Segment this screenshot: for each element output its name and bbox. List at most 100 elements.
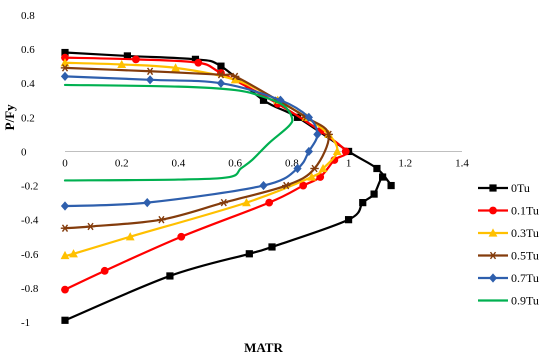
data-point bbox=[387, 181, 395, 190]
data-point bbox=[125, 232, 135, 241]
data-point bbox=[177, 232, 186, 241]
data-point bbox=[217, 62, 225, 70]
legend-marker bbox=[489, 206, 497, 215]
y-axis-title: P/Fy bbox=[2, 104, 17, 130]
data-point bbox=[259, 180, 268, 191]
data-point bbox=[304, 112, 313, 122]
y-tick-label: -0.2 bbox=[21, 181, 38, 193]
data-point bbox=[191, 55, 200, 63]
legend-label: 0.3Tu bbox=[511, 226, 539, 240]
x-tick-label: 1 bbox=[346, 157, 352, 169]
legend: 0Tu 0.1Tu 0.3Tu 0.5Tu 0.7Tu 0.9Tu bbox=[478, 181, 539, 308]
data-point bbox=[123, 52, 131, 60]
data-point bbox=[242, 198, 251, 207]
legend-marker bbox=[488, 273, 498, 283]
data-point bbox=[293, 163, 302, 174]
data-point bbox=[332, 146, 342, 156]
y-tick-labels: -1 -0.8 -0.6 -0.4 -0.2 0 0.2 0.4 0.6 0.8 bbox=[21, 10, 39, 329]
x-tick-label: 0 bbox=[62, 157, 68, 169]
data-point bbox=[373, 164, 381, 173]
y-tick-label: 0.2 bbox=[21, 112, 35, 124]
x-tick-label: 0.4 bbox=[172, 157, 186, 169]
data-point bbox=[166, 272, 174, 280]
data-point bbox=[69, 249, 78, 258]
legend-item: 0.3Tu bbox=[478, 226, 539, 240]
data-point bbox=[299, 181, 308, 190]
series-layer bbox=[60, 48, 395, 324]
data-point bbox=[100, 266, 109, 275]
legend-label: 0.5Tu bbox=[511, 249, 539, 263]
data-point bbox=[370, 190, 378, 198]
data-point bbox=[344, 216, 353, 224]
y-tick-label: -0.6 bbox=[21, 249, 39, 261]
data-point bbox=[359, 199, 367, 207]
y-tick-label: -0.4 bbox=[21, 215, 39, 227]
data-point bbox=[324, 130, 333, 139]
series-4 bbox=[60, 71, 322, 211]
data-point bbox=[379, 173, 387, 181]
data-point bbox=[216, 78, 226, 88]
data-point bbox=[61, 53, 69, 62]
data-point bbox=[157, 215, 166, 224]
data-point bbox=[293, 113, 302, 121]
legend-item: 0.1Tu bbox=[478, 204, 539, 218]
data-point bbox=[61, 316, 69, 324]
legend-marker bbox=[488, 228, 498, 237]
axes: 0 0.2 0.4 0.6 0.8 1 1.2 1.4 -1 -0.8 -0.6 -0.4 -0.2 0… bbox=[21, 10, 469, 329]
x-tick-label: 0.2 bbox=[115, 157, 129, 169]
y-tick-label: 0.8 bbox=[21, 10, 35, 22]
data-point bbox=[60, 224, 70, 232]
data-point bbox=[117, 59, 127, 69]
data-point bbox=[60, 201, 70, 211]
data-point bbox=[318, 163, 328, 173]
data-point bbox=[216, 70, 226, 79]
x-tick-label: 1.4 bbox=[455, 157, 469, 169]
series-5 bbox=[63, 83, 294, 182]
series-3 bbox=[60, 64, 333, 232]
legend-label: 0.1Tu bbox=[511, 204, 539, 218]
data-point bbox=[143, 198, 152, 208]
data-point bbox=[61, 285, 69, 294]
data-point bbox=[219, 198, 228, 207]
series-2 bbox=[60, 58, 342, 260]
data-point bbox=[131, 55, 140, 64]
legend-item: 0.7Tu bbox=[478, 271, 539, 285]
data-point bbox=[245, 250, 253, 258]
legend-item: 0.5Tu bbox=[478, 249, 539, 263]
legend-marker bbox=[488, 251, 498, 260]
x-tick-label: 1.2 bbox=[398, 157, 412, 169]
y-tick-label: -0.8 bbox=[21, 283, 39, 295]
data-point bbox=[307, 172, 317, 181]
legend-marker bbox=[489, 184, 497, 192]
x-tick-labels: 0 0.2 0.4 0.6 0.8 1 1.2 1.4 bbox=[62, 157, 469, 169]
x-axis-title: MATR bbox=[244, 340, 283, 355]
series-line bbox=[63, 83, 294, 182]
x-tick-label: 0.6 bbox=[228, 157, 242, 169]
data-point bbox=[341, 147, 350, 156]
series-line bbox=[63, 51, 393, 322]
y-tick-label: -1 bbox=[21, 317, 30, 329]
legend-item: 0Tu bbox=[478, 181, 530, 195]
data-point bbox=[230, 75, 240, 84]
data-point bbox=[60, 250, 70, 260]
legend-label: 0.7Tu bbox=[511, 271, 539, 285]
legend-item: 0.9Tu bbox=[478, 294, 539, 308]
data-point bbox=[60, 71, 70, 81]
y-tick-label: 0.4 bbox=[21, 78, 35, 90]
data-point bbox=[86, 222, 95, 231]
data-point bbox=[310, 164, 319, 173]
series-1 bbox=[61, 53, 350, 294]
series-line bbox=[63, 75, 319, 208]
data-point bbox=[268, 243, 276, 251]
data-point bbox=[61, 48, 69, 57]
data-point bbox=[145, 67, 155, 76]
data-point bbox=[145, 75, 155, 85]
data-point bbox=[304, 146, 313, 157]
legend-label: 0.9Tu bbox=[511, 294, 539, 308]
data-point bbox=[230, 72, 240, 81]
data-point bbox=[259, 96, 268, 104]
data-point bbox=[60, 64, 70, 72]
legend-label: 0Tu bbox=[511, 181, 530, 195]
